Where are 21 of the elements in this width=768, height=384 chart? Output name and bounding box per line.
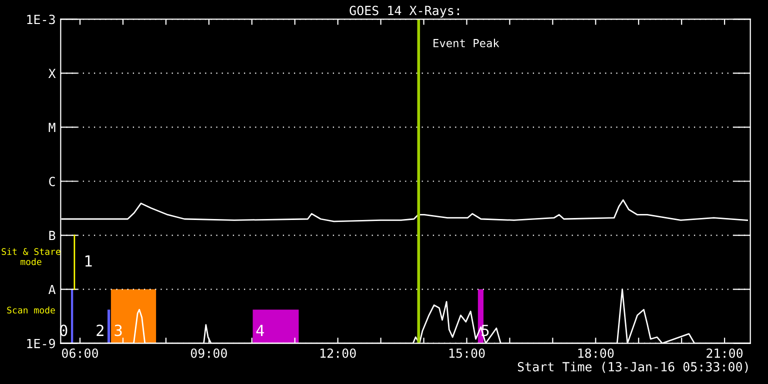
ref-line-label: Event Peak bbox=[434, 38, 500, 48]
y-tick-label: A bbox=[48, 284, 56, 294]
x-tick-label: 12:00 bbox=[320, 348, 356, 358]
x-tick-label: 18:00 bbox=[578, 348, 614, 358]
y-tick-label: M bbox=[48, 122, 56, 132]
x-tick-label: 06:00 bbox=[62, 348, 98, 358]
series-label: 1 bbox=[85, 255, 92, 267]
x-tick-label: 09:00 bbox=[190, 348, 227, 358]
y-tick-label: 1E-3 bbox=[27, 14, 55, 24]
series-label: 3 bbox=[114, 324, 122, 336]
y-tick-label: C bbox=[49, 176, 55, 186]
x-axis-title: Start Time (13-Jan-16 05:33:00) bbox=[518, 362, 748, 373]
y-tick-label: 1E-9 bbox=[27, 338, 55, 348]
text: Scan mode bbox=[7, 306, 55, 314]
x-tick-label: 21:00 bbox=[706, 348, 743, 358]
series-label: 2 bbox=[96, 324, 104, 336]
y-tick-label: B bbox=[49, 230, 56, 240]
series-label: 4 bbox=[256, 324, 264, 336]
y-tick-label: X bbox=[48, 68, 56, 78]
chart-title: GOES 14 X-Rays: bbox=[350, 6, 459, 18]
x-tick-label: 15:00 bbox=[449, 348, 485, 358]
